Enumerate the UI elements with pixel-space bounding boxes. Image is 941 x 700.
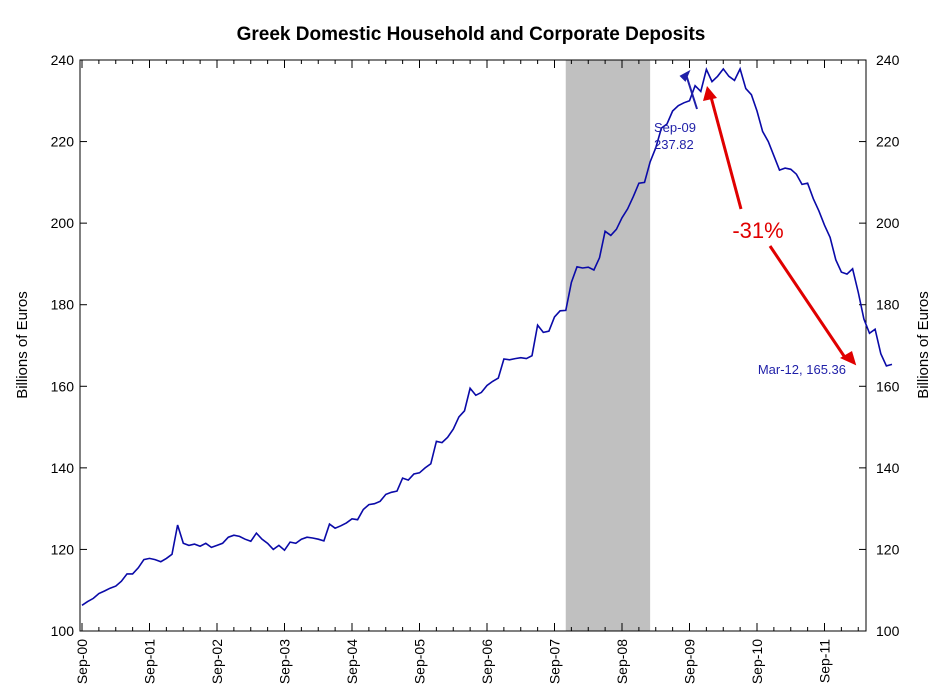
left-tick-label: 180: [51, 297, 75, 313]
x-tick-label: Sep-06: [479, 639, 495, 684]
right-tick-label: 100: [876, 623, 900, 639]
x-tick-label: Sep-02: [209, 639, 225, 684]
right-tick-label: 180: [876, 297, 900, 313]
right-tick-label: 120: [876, 541, 900, 557]
peak-annotation-value: 237.82: [654, 137, 694, 152]
decline-arrow-down-head: [840, 351, 857, 366]
left-tick-label: 100: [51, 623, 75, 639]
x-tick-label: Sep-01: [142, 639, 158, 684]
right-axis-label: Billions of Euros: [915, 291, 932, 399]
left-tick-label: 120: [51, 541, 75, 557]
x-tick-label: Sep-08: [614, 639, 630, 684]
decline-arrow-up-line: [709, 96, 743, 210]
x-tick-label: Sep-03: [277, 639, 293, 684]
peak-annotation-date: Sep-09: [654, 120, 696, 135]
decline-percent-label: -31%: [732, 218, 783, 243]
left-tick-label: 140: [51, 460, 75, 476]
deposits-series-line: [81, 66, 893, 606]
right-tick-label: 220: [876, 134, 900, 150]
left-tick-label: 200: [51, 215, 75, 231]
x-tick-label: Sep-07: [547, 639, 563, 684]
peak-pointer-line: [685, 75, 698, 110]
trough-annotation-label: Mar-12, 165.36: [758, 362, 846, 377]
left-tick-label: 240: [51, 52, 75, 68]
right-axis-ticks: 100 120 140 160 180 200 220 240: [859, 52, 900, 639]
x-tick-label: Sep-04: [344, 639, 360, 684]
right-tick-label: 240: [876, 52, 900, 68]
x-tick-label: Sep-10: [749, 639, 765, 684]
decline-arrow-down-line: [768, 245, 848, 360]
right-tick-label: 160: [876, 378, 900, 394]
x-tick-label: Sep-00: [74, 639, 90, 684]
x-tick-label: Sep-11: [817, 639, 833, 683]
recession-shading: [565, 60, 651, 631]
peak-pointer-arrowhead: [679, 69, 691, 82]
left-tick-label: 220: [51, 134, 75, 150]
annotation-layer: Sep-09 237.82 Mar-12, 165.36 -31%: [654, 69, 857, 377]
left-tick-label: 160: [51, 378, 75, 394]
right-tick-label: 140: [876, 460, 900, 476]
decline-arrow-up-head: [703, 86, 717, 101]
x-tick-label: Sep-09: [682, 639, 698, 684]
right-tick-label: 200: [876, 215, 900, 231]
left-axis-label: Billions of Euros: [14, 291, 31, 399]
left-axis-ticks: 100 120 140 160 180 200 220 240: [51, 52, 87, 639]
chart-title: Greek Domestic Household and Corporate D…: [237, 24, 706, 45]
recession-shading-layer: [565, 60, 651, 631]
x-tick-label: Sep-05: [412, 639, 428, 684]
x-axis-ticks: Sep-00 Sep-01 Sep-02 Sep-03 Sep-04 Sep-05 Sep-…: [74, 60, 859, 684]
plot-area: [79, 59, 867, 632]
